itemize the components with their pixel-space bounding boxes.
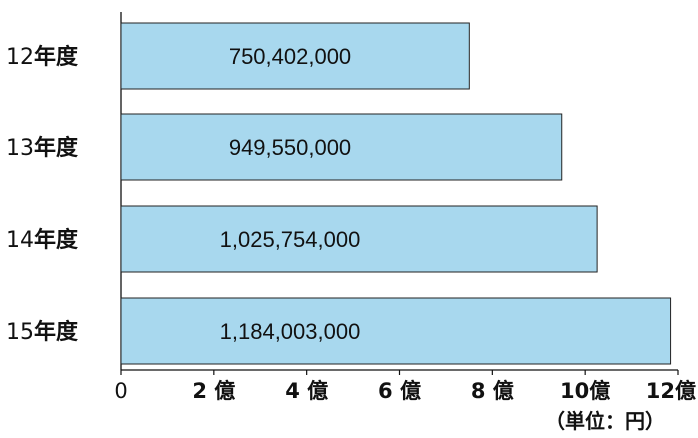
category-label-2: 14年度 xyxy=(6,227,79,253)
category-label-3: 15年度 xyxy=(6,319,79,345)
x-tick-label-4: 8 億 xyxy=(471,379,514,403)
bar-1 xyxy=(120,113,563,181)
x-tick-label-6: 12億 xyxy=(646,379,696,403)
bar-3 xyxy=(120,297,672,365)
x-tick-label-2: 4 億 xyxy=(285,379,328,403)
x-tick-label-3: 6 億 xyxy=(378,379,421,403)
bar-0 xyxy=(120,22,470,90)
bar-2 xyxy=(120,205,598,273)
category-label-0: 12年度 xyxy=(6,44,79,70)
bar-value-label-3: 1,184,003,000 xyxy=(220,319,361,344)
x-tick-label-1: 2 億 xyxy=(192,379,235,403)
bar-value-label-1: 949,550,000 xyxy=(229,135,351,160)
x-tick-label-0: 0 xyxy=(114,379,127,403)
bar-value-label-2: 1,025,754,000 xyxy=(220,227,361,252)
bar-value-label-0: 750,402,000 xyxy=(229,44,351,69)
unit-label: （単位：円） xyxy=(545,409,665,433)
x-tick-label-5: 10億 xyxy=(560,379,610,403)
category-label-1: 13年度 xyxy=(6,135,79,161)
